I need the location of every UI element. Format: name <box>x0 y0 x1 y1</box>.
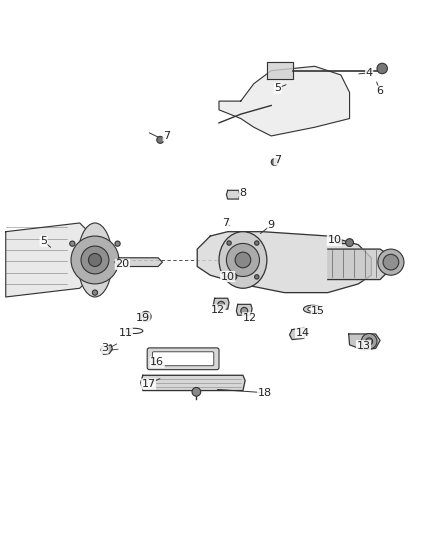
Text: 9: 9 <box>268 220 275 230</box>
Ellipse shape <box>308 307 318 311</box>
Polygon shape <box>290 327 306 340</box>
Circle shape <box>88 254 102 266</box>
Circle shape <box>271 158 278 166</box>
Circle shape <box>235 252 251 268</box>
Text: 7: 7 <box>222 218 229 228</box>
Circle shape <box>230 273 237 280</box>
Text: 8: 8 <box>240 188 247 198</box>
Circle shape <box>346 239 353 246</box>
Text: 5: 5 <box>40 236 47 246</box>
Text: 10: 10 <box>327 236 341 245</box>
Text: 12: 12 <box>242 313 257 323</box>
Circle shape <box>254 241 259 245</box>
Polygon shape <box>6 223 97 297</box>
Circle shape <box>254 274 259 279</box>
Circle shape <box>143 313 149 320</box>
Circle shape <box>81 246 109 274</box>
Circle shape <box>378 249 404 275</box>
Text: 18: 18 <box>258 387 272 398</box>
Circle shape <box>92 290 98 295</box>
Circle shape <box>241 308 248 314</box>
Text: 15: 15 <box>311 306 325 316</box>
Circle shape <box>227 274 231 279</box>
FancyBboxPatch shape <box>152 352 214 366</box>
Circle shape <box>218 301 225 308</box>
Polygon shape <box>328 249 393 279</box>
Text: 13: 13 <box>357 341 371 351</box>
Text: 12: 12 <box>211 305 225 315</box>
Circle shape <box>70 241 75 246</box>
Text: 3: 3 <box>101 343 108 353</box>
FancyBboxPatch shape <box>147 348 219 370</box>
Polygon shape <box>101 345 113 354</box>
Circle shape <box>115 241 120 246</box>
Polygon shape <box>267 62 293 79</box>
Ellipse shape <box>304 305 322 313</box>
Circle shape <box>383 254 399 270</box>
Polygon shape <box>213 298 229 309</box>
Polygon shape <box>349 334 380 350</box>
Text: 5: 5 <box>274 83 281 93</box>
Circle shape <box>192 387 201 396</box>
Text: 6: 6 <box>377 86 384 96</box>
Text: 17: 17 <box>141 379 155 389</box>
Text: 14: 14 <box>296 328 310 337</box>
Polygon shape <box>226 190 240 199</box>
Text: 11: 11 <box>118 328 132 337</box>
Text: 7: 7 <box>274 155 281 165</box>
Text: 20: 20 <box>115 260 130 269</box>
Circle shape <box>71 236 119 284</box>
Text: 16: 16 <box>150 357 164 367</box>
Text: 19: 19 <box>136 313 150 323</box>
Polygon shape <box>237 304 252 315</box>
Text: 7: 7 <box>163 131 170 141</box>
Circle shape <box>361 334 377 349</box>
Polygon shape <box>219 66 350 136</box>
Polygon shape <box>115 258 162 266</box>
Polygon shape <box>197 232 371 293</box>
Circle shape <box>366 338 373 345</box>
Circle shape <box>226 244 259 277</box>
Ellipse shape <box>78 223 113 297</box>
Circle shape <box>377 63 388 74</box>
Polygon shape <box>141 375 245 391</box>
Text: 10: 10 <box>221 271 235 281</box>
Ellipse shape <box>219 232 267 288</box>
Circle shape <box>157 136 164 143</box>
Circle shape <box>141 311 151 322</box>
Text: 4: 4 <box>366 68 373 78</box>
Circle shape <box>227 241 231 245</box>
